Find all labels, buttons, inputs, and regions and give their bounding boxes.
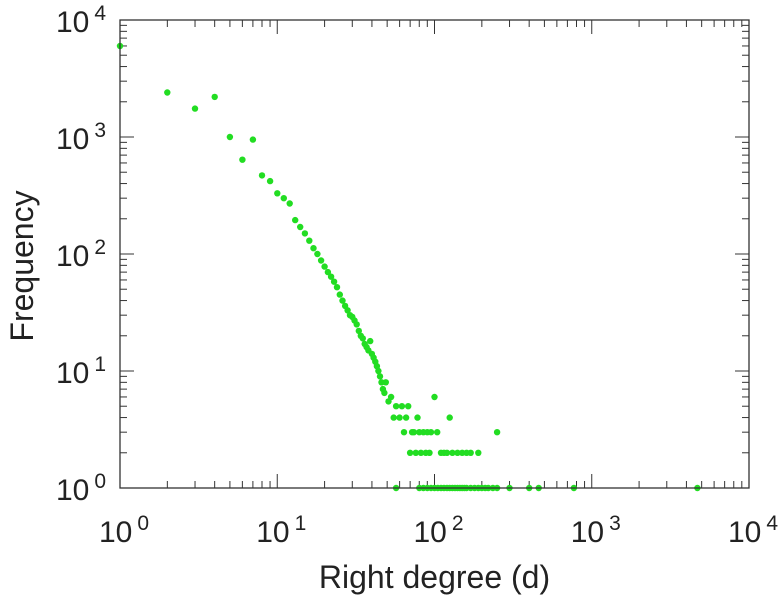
data-point xyxy=(467,449,474,456)
data-point xyxy=(355,327,362,335)
data-point xyxy=(280,195,287,202)
data-point xyxy=(359,335,366,342)
data-point xyxy=(306,237,313,244)
x-tick-label: 10 3 xyxy=(571,512,621,549)
data-point xyxy=(402,414,410,421)
data-point xyxy=(414,414,421,421)
data-point xyxy=(353,321,360,328)
data-point xyxy=(412,449,419,456)
data-point xyxy=(266,177,274,185)
data-point xyxy=(367,337,374,345)
data-point xyxy=(417,449,425,456)
data-point xyxy=(211,93,218,101)
data-point xyxy=(301,230,309,237)
data-point xyxy=(191,105,199,112)
data-point xyxy=(344,307,351,314)
data-point xyxy=(324,268,332,276)
data-point xyxy=(336,291,343,298)
data-point xyxy=(434,429,441,436)
data-point xyxy=(310,245,317,252)
x-tick-label: 10 4 xyxy=(728,512,778,549)
data-point xyxy=(406,449,414,456)
data-point xyxy=(381,389,388,397)
data-point xyxy=(493,429,501,436)
y-axis-title: Frequency xyxy=(4,190,40,341)
data-point xyxy=(426,449,433,456)
data-point xyxy=(382,379,389,386)
data-point xyxy=(327,273,335,280)
data-point xyxy=(390,414,397,421)
y-tick-label: 10 0 xyxy=(56,470,106,507)
data-point xyxy=(387,393,395,401)
x-tick-label: 10 2 xyxy=(413,512,463,549)
data-point xyxy=(239,156,246,163)
y-tick-label: 10 3 xyxy=(56,119,106,156)
data-point xyxy=(405,403,412,410)
y-tick-label: 10 2 xyxy=(56,236,106,273)
x-tick-label: 10 1 xyxy=(256,512,306,549)
data-point xyxy=(376,373,384,380)
data-point xyxy=(249,136,257,143)
x-axis-title: Right degree (d) xyxy=(319,559,550,595)
data-point xyxy=(317,257,325,264)
data-point xyxy=(339,297,346,304)
data-point xyxy=(164,89,171,96)
data-point xyxy=(443,449,451,456)
data-point xyxy=(321,263,328,270)
data-point xyxy=(446,414,453,421)
data-point xyxy=(314,250,321,258)
data-point xyxy=(226,133,234,141)
plot-frame xyxy=(119,19,750,489)
data-point xyxy=(258,172,266,179)
tick-labels: 10 0 10 1 10 2 10 3 10 4 10 0 10 1 10 2 10 3 10 4 xyxy=(56,2,778,549)
data-point xyxy=(396,414,403,421)
data-point xyxy=(475,449,482,456)
data-point xyxy=(392,403,400,410)
axis-ticks xyxy=(119,20,749,489)
data-point xyxy=(398,403,406,410)
data-point xyxy=(459,449,466,456)
data-point xyxy=(286,200,293,207)
data-point xyxy=(373,363,381,370)
data-points xyxy=(116,42,701,492)
data-point xyxy=(297,223,304,231)
data-point xyxy=(454,449,461,456)
data-point xyxy=(427,429,435,436)
data-point xyxy=(333,284,341,291)
data-point xyxy=(274,190,281,197)
data-point xyxy=(292,216,299,224)
data-point xyxy=(375,367,382,375)
y-tick-label: 10 1 xyxy=(56,353,106,390)
data-point xyxy=(410,429,418,436)
x-tick-label: 10 0 xyxy=(99,512,149,549)
y-tick-label: 10 4 xyxy=(56,2,106,39)
data-point xyxy=(449,449,456,456)
data-point xyxy=(400,429,408,436)
data-point xyxy=(431,393,438,401)
data-point xyxy=(330,278,338,285)
